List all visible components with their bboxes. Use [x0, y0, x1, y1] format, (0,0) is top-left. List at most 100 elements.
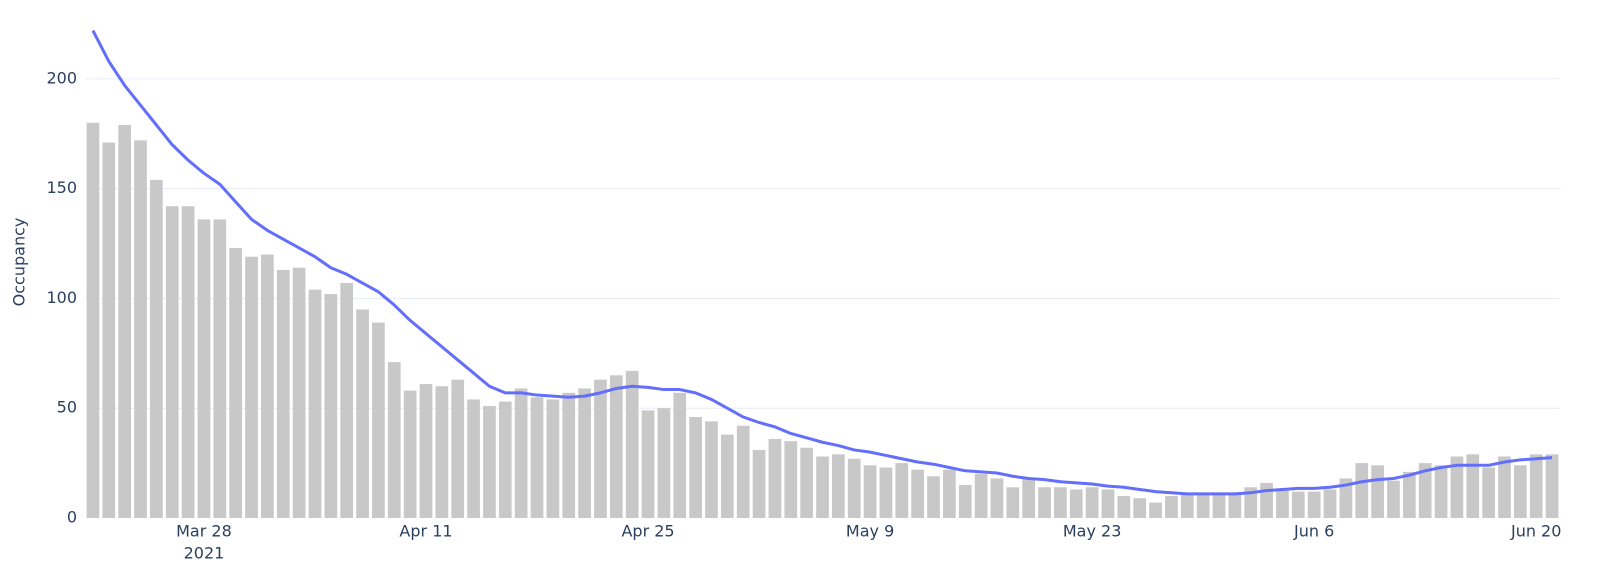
bar [340, 283, 354, 518]
y-tick-label: 150 [46, 178, 77, 197]
bar [1085, 487, 1099, 518]
bar [625, 370, 639, 518]
bar [1307, 491, 1321, 518]
bar [1291, 491, 1305, 518]
x-year-label: 2021 [184, 544, 225, 563]
bar [387, 362, 401, 518]
bar [1276, 489, 1289, 518]
bar [514, 388, 528, 518]
bar [372, 322, 385, 518]
x-tick-label: Mar 28 [176, 522, 232, 541]
bar [578, 388, 591, 518]
bar [895, 463, 909, 518]
bar [1180, 493, 1194, 518]
bar [1514, 465, 1527, 518]
bar [784, 441, 798, 518]
bar [1022, 478, 1036, 518]
bar [562, 392, 576, 518]
bar [1323, 489, 1337, 518]
bar [102, 142, 116, 518]
bar [736, 425, 750, 518]
bar [1482, 467, 1495, 518]
bar [974, 474, 988, 518]
bar [483, 406, 496, 518]
bar [720, 434, 734, 518]
bar [1498, 456, 1511, 518]
bar [689, 417, 702, 518]
bar [498, 401, 512, 518]
bar [308, 289, 322, 518]
bar [276, 269, 290, 518]
bar [1355, 463, 1369, 518]
bar [1196, 493, 1210, 518]
bar [419, 384, 433, 518]
bar [467, 399, 480, 518]
bar [1260, 482, 1273, 518]
bar [1434, 465, 1448, 518]
bar [86, 122, 100, 519]
bar [261, 254, 274, 519]
bar [1149, 502, 1162, 518]
bar [705, 421, 718, 518]
x-tick-label: May 9 [846, 522, 894, 541]
bar [927, 476, 940, 518]
bar [197, 219, 211, 518]
bar [1402, 471, 1416, 518]
bar [1387, 480, 1400, 518]
bar [150, 179, 163, 518]
bar [943, 469, 956, 518]
line [91, 29, 1553, 496]
bar [1117, 496, 1131, 518]
bar [1054, 487, 1067, 518]
bar [1339, 478, 1353, 518]
bar [911, 469, 925, 518]
bar [609, 375, 623, 518]
bar [1228, 493, 1242, 518]
x-tick-label: May 23 [1063, 522, 1122, 541]
bar [768, 438, 782, 518]
y-axis-title: Occupancy [10, 218, 29, 307]
bar [673, 392, 687, 518]
bar [657, 408, 671, 518]
bar [1371, 465, 1384, 518]
bar [451, 379, 465, 518]
y-tick-label: 50 [57, 398, 77, 417]
y-tick-label: 0 [67, 508, 77, 527]
bar [134, 140, 147, 518]
x-tick-label: Jun 20 [1510, 522, 1561, 541]
bar [1529, 454, 1543, 518]
bar [1244, 487, 1258, 518]
bar [990, 478, 1004, 518]
bar [847, 458, 861, 518]
bar [403, 390, 417, 518]
bar [356, 309, 369, 518]
bar [1038, 487, 1051, 518]
bar [1133, 498, 1147, 518]
bar [879, 467, 893, 518]
bar [1006, 487, 1020, 518]
y-tick-label: 100 [46, 288, 77, 307]
bar [1545, 454, 1559, 518]
bar [1418, 463, 1432, 518]
bar [1069, 489, 1083, 518]
bar [641, 410, 655, 518]
x-tick-label: Jun 6 [1293, 522, 1334, 541]
bar [1165, 496, 1178, 518]
bar [546, 399, 560, 518]
bar [594, 379, 607, 518]
bar [435, 386, 449, 518]
bar [800, 447, 813, 518]
bar [832, 454, 845, 518]
bar [324, 294, 338, 518]
bar [229, 247, 243, 519]
bar [752, 449, 766, 518]
bar [292, 267, 306, 518]
bar [958, 485, 972, 518]
bar [816, 456, 829, 518]
bar [245, 256, 258, 518]
bar [863, 465, 877, 518]
bar [1450, 456, 1464, 518]
bar [118, 124, 131, 519]
